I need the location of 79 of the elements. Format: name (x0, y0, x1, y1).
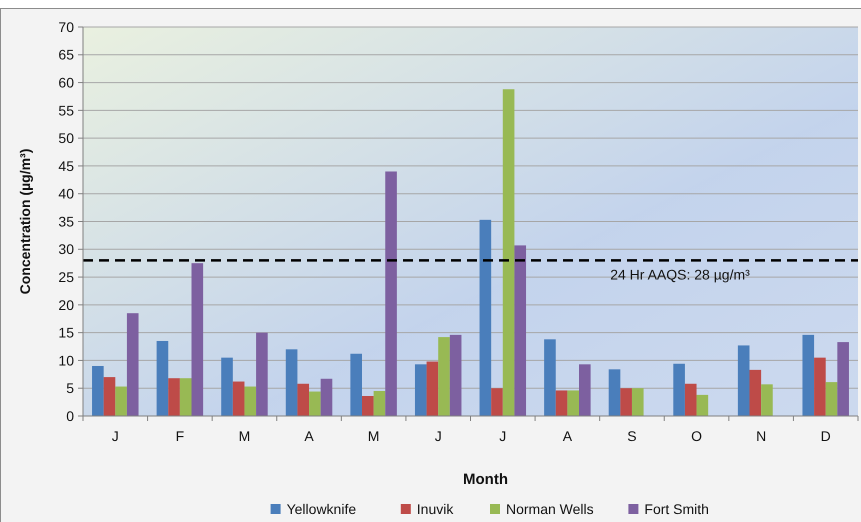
x-tick-label: O (691, 428, 702, 444)
bar (297, 384, 310, 416)
bar (544, 339, 556, 416)
bar (450, 334, 462, 416)
y-tick-label: 30 (58, 241, 74, 258)
x-tick-label: A (562, 428, 573, 444)
y-tick-label: 10 (58, 352, 74, 368)
bar (632, 388, 644, 416)
bar (385, 171, 397, 416)
y-tick-label: 55 (58, 102, 74, 118)
bar (750, 370, 762, 416)
bar (684, 384, 697, 416)
bar (673, 364, 685, 416)
y-tick-label: 65 (58, 46, 74, 63)
bar (256, 332, 268, 416)
bar (567, 390, 579, 416)
x-tick-label: A (304, 428, 314, 444)
legend-label: Norman Wells (506, 501, 594, 517)
bar (414, 364, 427, 416)
bar (115, 386, 127, 416)
x-tick-label: D (820, 428, 831, 444)
bar (309, 392, 321, 416)
y-tick-label: 40 (58, 186, 74, 202)
bar (232, 382, 244, 416)
bar (192, 263, 204, 416)
bar (491, 388, 503, 416)
y-axis-title: Concentration (µg/m³) (17, 148, 33, 294)
x-tick-label: M (238, 428, 250, 444)
bar (244, 386, 256, 416)
bar (802, 334, 814, 416)
y-tick-label: 50 (58, 130, 74, 146)
legend-label: Yellowknife (286, 501, 356, 517)
y-tick-label: 70 (58, 18, 74, 35)
bar (480, 220, 492, 416)
y-tick-label: 0 (66, 408, 74, 424)
bar (156, 340, 168, 416)
bar (350, 354, 362, 416)
y-tick-label: 60 (58, 74, 74, 90)
bar (556, 390, 568, 416)
legend-label: Fort Smith (644, 501, 709, 517)
bar (221, 358, 233, 416)
bar (438, 337, 450, 416)
bar (286, 349, 298, 416)
x-tick-label: F (176, 428, 184, 444)
bar (738, 345, 750, 416)
bar (92, 366, 104, 416)
y-tick-label: 20 (58, 296, 74, 313)
bar (320, 378, 332, 416)
x-tick-label: J (434, 428, 442, 444)
x-tick-label: J (499, 428, 506, 444)
y-tick-label: 25 (58, 268, 74, 285)
x-tick-label: S (627, 428, 637, 444)
bar (180, 378, 192, 416)
bar (374, 390, 386, 416)
bar (168, 378, 180, 416)
bar (761, 384, 773, 416)
bar (837, 342, 849, 416)
bar (126, 313, 139, 416)
x-axis-title: Month (463, 471, 508, 488)
bar (620, 388, 632, 416)
x-tick-label: N (756, 428, 766, 444)
bar (426, 362, 438, 416)
legend-label: Inuvik (416, 501, 454, 517)
y-tick-label: 45 (58, 158, 74, 174)
bar (826, 382, 838, 416)
bar (104, 377, 116, 416)
bar (579, 364, 591, 416)
y-tick-label: 5 (66, 380, 74, 396)
y-tick-label: 35 (58, 213, 74, 230)
bar (514, 245, 526, 416)
x-tick-label: M (368, 428, 380, 444)
bar (502, 89, 514, 416)
bar (814, 358, 826, 416)
bar (608, 369, 620, 416)
x-tick-label: J (112, 428, 119, 444)
ref-line-label: 24 Hr AAQS: 28 µg/m³ (610, 266, 750, 282)
bar (362, 396, 374, 416)
y-tick-label: 15 (58, 324, 74, 341)
bar (696, 394, 708, 416)
